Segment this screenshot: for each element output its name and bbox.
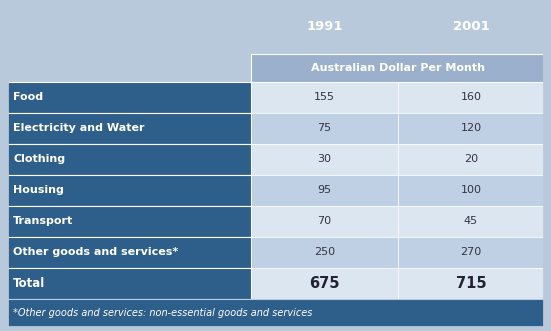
Bar bbox=[251, 174, 398, 206]
Bar bbox=[7, 54, 251, 81]
Bar bbox=[7, 237, 251, 267]
Bar bbox=[251, 54, 544, 81]
Text: 75: 75 bbox=[317, 123, 332, 133]
Bar bbox=[251, 206, 398, 237]
Bar bbox=[398, 237, 544, 267]
Bar bbox=[7, 267, 251, 299]
Text: 1991: 1991 bbox=[306, 20, 343, 33]
Text: Housing: Housing bbox=[13, 185, 64, 195]
Text: *Other goods and services: non-essential goods and services: *Other goods and services: non-essential… bbox=[13, 308, 312, 318]
Text: 20: 20 bbox=[464, 154, 478, 164]
Bar bbox=[251, 144, 398, 174]
Text: 675: 675 bbox=[309, 276, 339, 291]
Bar bbox=[7, 81, 251, 113]
Text: 120: 120 bbox=[461, 123, 482, 133]
Bar bbox=[398, 174, 544, 206]
Bar bbox=[251, 81, 398, 113]
Bar bbox=[7, 4, 544, 54]
Bar bbox=[7, 144, 251, 174]
Bar bbox=[398, 206, 544, 237]
Text: Food: Food bbox=[13, 92, 44, 102]
Text: 45: 45 bbox=[464, 216, 478, 226]
Text: Other goods and services*: Other goods and services* bbox=[13, 247, 179, 257]
Text: Electricity and Water: Electricity and Water bbox=[13, 123, 145, 133]
Bar bbox=[7, 206, 251, 237]
Bar bbox=[398, 267, 544, 299]
Bar bbox=[398, 144, 544, 174]
Text: 250: 250 bbox=[314, 247, 335, 257]
Text: 160: 160 bbox=[461, 92, 482, 102]
Bar bbox=[398, 81, 544, 113]
Bar bbox=[251, 113, 398, 144]
Text: 30: 30 bbox=[317, 154, 332, 164]
Bar bbox=[251, 237, 398, 267]
Bar bbox=[251, 267, 398, 299]
Text: 2001: 2001 bbox=[452, 20, 489, 33]
Bar bbox=[398, 113, 544, 144]
Text: Australian Dollar Per Month: Australian Dollar Per Month bbox=[311, 63, 485, 73]
Text: 95: 95 bbox=[317, 185, 332, 195]
Bar bbox=[7, 174, 251, 206]
Text: 270: 270 bbox=[460, 247, 482, 257]
Text: Total: Total bbox=[13, 277, 46, 290]
Bar bbox=[7, 113, 251, 144]
Text: 715: 715 bbox=[456, 276, 487, 291]
Bar bbox=[7, 299, 544, 327]
Text: Clothing: Clothing bbox=[13, 154, 66, 164]
Text: Transport: Transport bbox=[13, 216, 73, 226]
Text: 155: 155 bbox=[314, 92, 335, 102]
Text: 100: 100 bbox=[461, 185, 482, 195]
Text: 70: 70 bbox=[317, 216, 332, 226]
